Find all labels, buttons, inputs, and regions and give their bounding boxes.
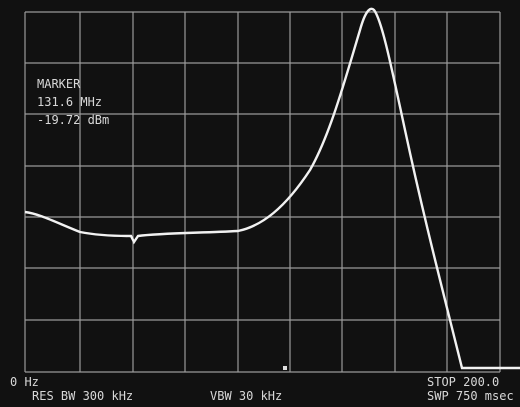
start-frequency: 0 Hz — [10, 375, 39, 389]
analyzer-screen: MARKER 131.6 MHz -19.72 dBm 0 Hz RES BW … — [0, 0, 520, 407]
page: MARKER 131.6 MHz -19.72 dBm 0 Hz RES BW … — [0, 0, 520, 407]
screen-background — [0, 0, 520, 407]
resolution-bandwidth: RES BW 300 kHz — [32, 389, 133, 403]
stop-frequency: STOP 200.0 — [427, 375, 499, 389]
sweep-time: SWP 750 msec — [427, 389, 514, 403]
marker-frequency: 131.6 MHz — [37, 95, 102, 109]
marker-level: -19.72 dBm — [37, 113, 109, 127]
marker-dot — [283, 366, 287, 370]
marker-label: MARKER — [37, 77, 81, 91]
video-bandwidth: VBW 30 kHz — [210, 389, 282, 403]
